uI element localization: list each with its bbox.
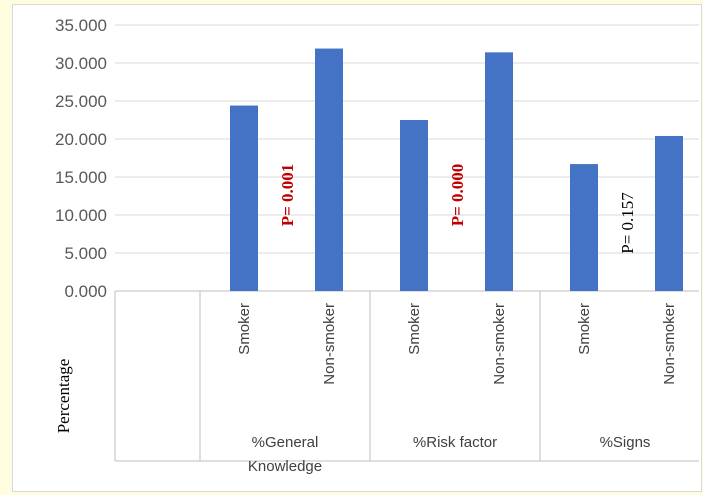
group-label: Knowledge bbox=[248, 458, 322, 475]
y-tick-label: 25.000 bbox=[55, 92, 107, 111]
p-value-label: P= 0.157 bbox=[618, 192, 637, 254]
y-tick-label: 30.000 bbox=[55, 54, 107, 73]
bar-chart: 0.000 5.000 10.000 15.000 20.000 25.000 30.000… bbox=[54, 16, 699, 475]
group-label: %Signs bbox=[600, 434, 651, 451]
category-table bbox=[114, 291, 699, 462]
p-value-label: P= 0.001 bbox=[278, 164, 297, 227]
chart-frame: 0.000 5.000 10.000 15.000 20.000 25.000 30.000… bbox=[12, 4, 702, 492]
bar bbox=[570, 164, 598, 291]
bar bbox=[230, 105, 258, 291]
category-label: Non-smoker bbox=[321, 303, 338, 385]
group-label: %General bbox=[252, 434, 319, 451]
p-value-label: P= 0.000 bbox=[448, 164, 467, 227]
category-label: Smoker bbox=[236, 303, 253, 355]
y-axis-label: Percentage bbox=[54, 359, 73, 434]
y-axis-ticks: 0.000 5.000 10.000 15.000 20.000 25.000 30.000… bbox=[55, 16, 107, 301]
labels: Percentage Smoker Non-smoker %General Knowle… bbox=[54, 164, 678, 475]
bar bbox=[315, 48, 343, 292]
y-tick-label: 15.000 bbox=[55, 168, 107, 187]
bar bbox=[655, 135, 683, 291]
y-tick-label: 35.000 bbox=[55, 16, 107, 35]
y-tick-label: 10.000 bbox=[55, 206, 107, 225]
category-label: Non-smoker bbox=[661, 303, 678, 385]
bar bbox=[400, 120, 428, 291]
y-tick-label: 5.000 bbox=[64, 244, 107, 263]
group-label: %Risk factor bbox=[413, 434, 497, 451]
y-tick-label: 20.000 bbox=[55, 130, 107, 149]
category-label: Non-smoker bbox=[491, 303, 508, 385]
category-label: Smoker bbox=[576, 303, 593, 355]
bar bbox=[485, 52, 513, 291]
category-label: Smoker bbox=[406, 303, 423, 355]
y-tick-label: 0.000 bbox=[64, 282, 107, 301]
bars bbox=[230, 48, 683, 292]
